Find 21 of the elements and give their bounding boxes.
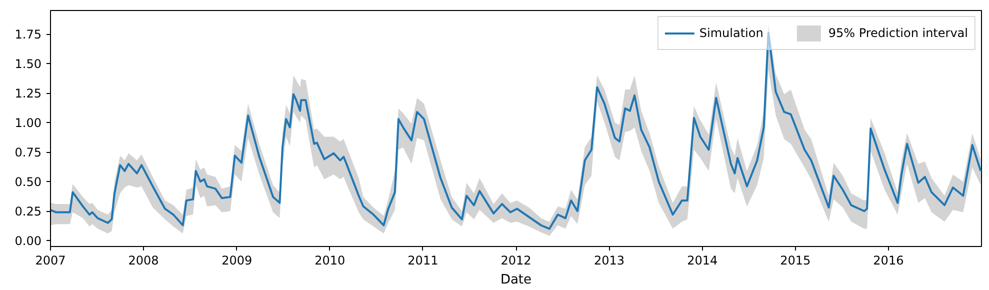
y-tick-label: 1.25 [14, 86, 42, 101]
x-tick-label: 2016 [873, 254, 904, 268]
x-tick-label: 2015 [780, 254, 811, 268]
x-tick-label: 2010 [314, 254, 346, 268]
x-tick-label: 2014 [687, 254, 718, 268]
y-tick-label: 0.25 [14, 204, 42, 219]
y-tick-label: 1.00 [14, 116, 42, 130]
x-tick-label: 2008 [128, 254, 159, 268]
y-tick-label: 0.75 [14, 146, 42, 160]
legend-label: 95% Prediction interval [828, 26, 968, 40]
x-axis-title: Date [500, 272, 532, 288]
x-tick-label: 2012 [500, 254, 532, 268]
y-tick-label: 1.50 [14, 57, 42, 72]
y-tick-label: 0.50 [14, 175, 42, 190]
y-tick-label: 1.75 [14, 28, 42, 42]
x-tick-label: 2011 [408, 254, 438, 268]
x-tick-label: 2009 [222, 254, 252, 268]
y-tick-label: 0.00 [14, 234, 42, 248]
legend-label: Simulation [699, 26, 764, 40]
x-tick-label: 2007 [35, 254, 66, 268]
x-tick-label: 2013 [594, 254, 625, 268]
